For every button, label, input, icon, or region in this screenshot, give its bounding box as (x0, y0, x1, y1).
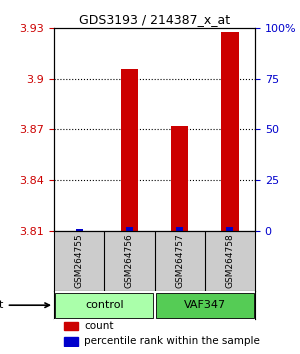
Text: GSM264758: GSM264758 (225, 234, 234, 288)
Bar (121, 69, 138, 230)
Text: control: control (85, 300, 124, 310)
Bar (226, 227, 233, 230)
Text: count: count (84, 321, 114, 331)
Bar (171, 126, 188, 230)
Text: GSM264755: GSM264755 (75, 234, 84, 288)
FancyBboxPatch shape (55, 293, 154, 318)
Bar (176, 227, 183, 230)
Bar (64, 322, 78, 330)
Text: agent: agent (0, 300, 50, 310)
Title: GDS3193 / 214387_x_at: GDS3193 / 214387_x_at (79, 13, 230, 26)
FancyBboxPatch shape (155, 293, 254, 318)
Bar (126, 227, 133, 230)
Bar (221, 32, 239, 230)
Bar (64, 337, 78, 346)
Text: GSM264757: GSM264757 (175, 234, 184, 288)
Text: percentile rank within the sample: percentile rank within the sample (84, 336, 260, 346)
Bar (76, 229, 82, 230)
Text: VAF347: VAF347 (184, 300, 226, 310)
Text: GSM264756: GSM264756 (125, 234, 134, 288)
